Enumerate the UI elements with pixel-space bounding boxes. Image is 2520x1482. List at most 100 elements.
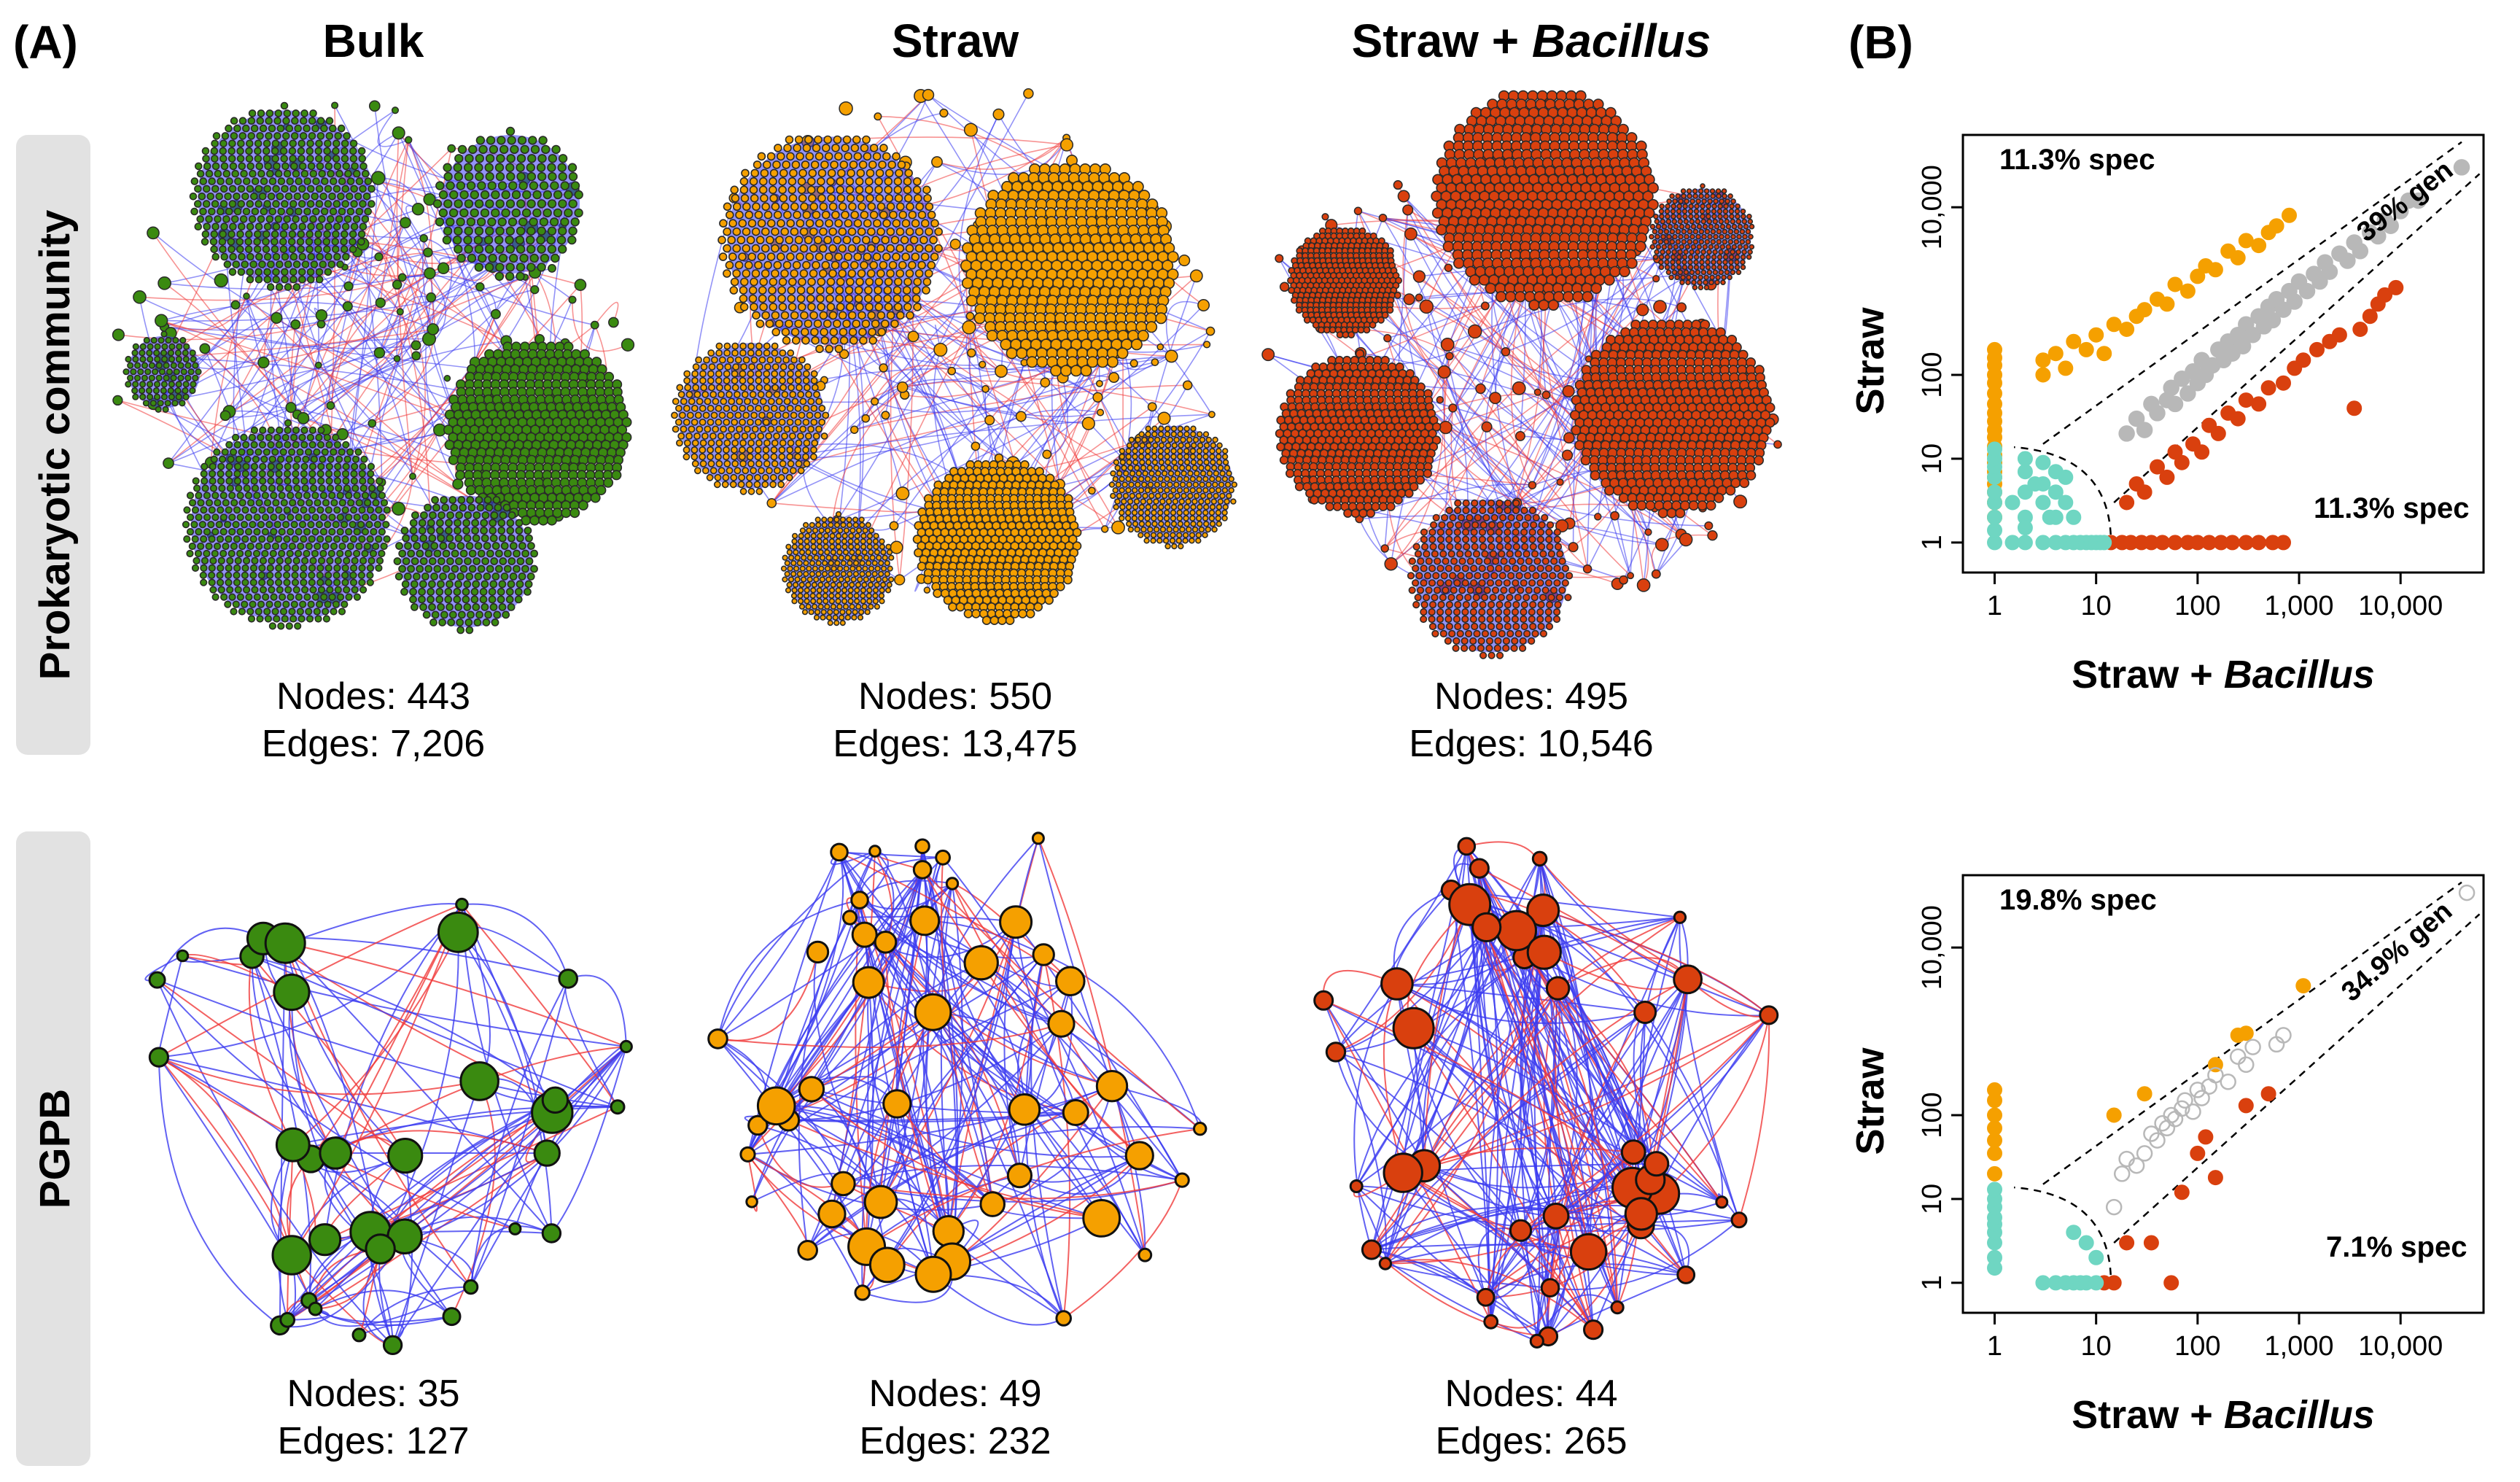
network-node: [781, 327, 790, 337]
network-node: [1127, 498, 1134, 505]
network-node: [280, 499, 288, 507]
network-node: [271, 155, 280, 163]
network-node: [370, 171, 386, 185]
network-node: [284, 477, 292, 485]
network-node: [455, 470, 466, 481]
network-node: [256, 117, 265, 125]
network-node: [276, 586, 284, 594]
network-node: [930, 219, 939, 228]
network-node: [301, 556, 309, 565]
network-node: [360, 455, 368, 463]
network-node: [805, 581, 812, 589]
network-node: [230, 608, 238, 616]
network-node: [217, 556, 225, 565]
network-node: [723, 419, 731, 426]
network-node: [351, 455, 360, 463]
network-node: [187, 368, 195, 376]
network-node: [501, 208, 510, 218]
network-node: [1170, 431, 1178, 438]
network-node: [1177, 431, 1183, 438]
network-node: [281, 162, 289, 171]
network-node: [334, 556, 342, 565]
network-node: [352, 215, 361, 223]
network-node: [537, 263, 546, 272]
network-node: [334, 586, 342, 594]
network-node: [826, 277, 836, 287]
network-node: [862, 527, 868, 534]
network-node: [205, 169, 214, 178]
network-node: [447, 618, 456, 626]
network-node: [311, 593, 319, 601]
network-node: [307, 252, 316, 261]
network-node: [558, 171, 567, 182]
network-node: [763, 160, 771, 169]
network-node: [246, 542, 254, 551]
network-node: [435, 181, 445, 190]
network-node: [887, 576, 895, 583]
network-node: [804, 384, 811, 392]
network-node: [243, 586, 251, 594]
network-node: [233, 506, 241, 514]
network-node: [190, 207, 198, 216]
network-node: [488, 588, 497, 596]
network-node: [1189, 532, 1196, 538]
network-node: [992, 108, 1005, 120]
network-node: [955, 602, 965, 612]
network-node: [716, 363, 724, 370]
network-node: [542, 208, 552, 218]
network-node: [725, 260, 734, 270]
network-edge: [176, 338, 429, 397]
network-node: [332, 433, 340, 442]
network-node: [788, 303, 797, 311]
network-node: [492, 496, 501, 504]
network-node: [276, 124, 285, 133]
network-node: [717, 432, 725, 440]
network-node: [849, 581, 855, 589]
network-node: [267, 470, 275, 478]
network-node: [532, 190, 542, 200]
network-node: [149, 400, 157, 407]
network-node: [475, 610, 483, 619]
network-node: [1205, 436, 1213, 443]
network-node: [1151, 486, 1157, 494]
network-node: [257, 521, 265, 529]
network-node: [742, 356, 750, 364]
network-node: [759, 303, 768, 311]
network-node: [716, 384, 723, 392]
network-node: [739, 459, 747, 468]
network-node: [1165, 498, 1172, 505]
network-node: [791, 543, 798, 550]
network-node: [310, 455, 319, 463]
network-node: [795, 370, 802, 378]
network-node: [244, 455, 252, 463]
network-node: [806, 294, 815, 303]
network-node: [244, 245, 253, 254]
network-node: [856, 168, 866, 178]
network-node: [1142, 470, 1148, 477]
network-node: [324, 564, 332, 573]
network-node: [859, 521, 866, 529]
network-node: [825, 554, 832, 561]
network-node: [564, 208, 573, 218]
network-node: [749, 432, 757, 440]
network-node: [763, 439, 771, 447]
network-node: [343, 132, 351, 140]
network-node: [874, 581, 880, 589]
network-node: [411, 534, 419, 543]
network-node: [759, 397, 767, 406]
network-node: [896, 381, 909, 393]
network-node: [827, 609, 833, 616]
network-node: [1154, 492, 1162, 500]
network-node: [238, 542, 246, 551]
network-node: [296, 448, 304, 456]
network-node: [233, 535, 241, 543]
network-node: [804, 587, 810, 594]
network-node: [292, 260, 301, 268]
network-node: [306, 275, 315, 284]
network-node: [1190, 521, 1197, 527]
network-node: [286, 207, 294, 216]
network-node: [867, 311, 876, 320]
network-node: [183, 343, 190, 350]
network-node: [189, 387, 196, 395]
network-node: [237, 222, 246, 231]
